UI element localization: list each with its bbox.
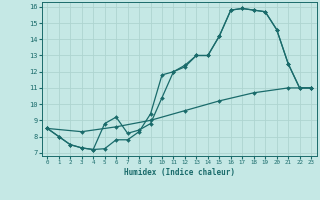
X-axis label: Humidex (Indice chaleur): Humidex (Indice chaleur) <box>124 168 235 177</box>
